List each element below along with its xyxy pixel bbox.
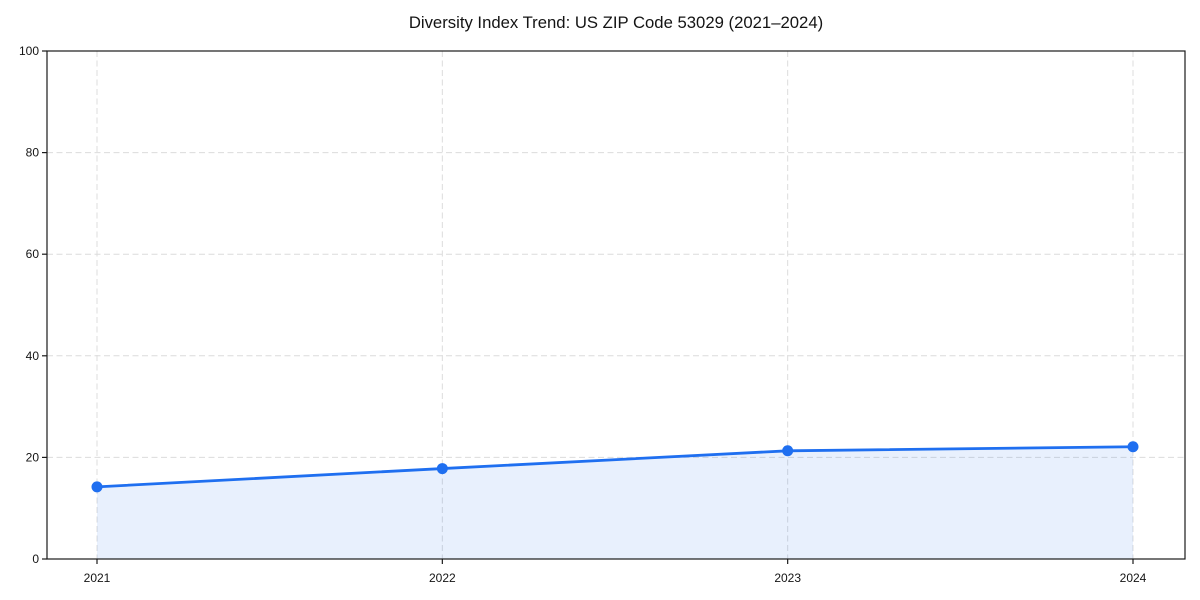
- plot-area: 0 20 40 60 80 100 2021 2022 2023 2024: [19, 44, 1186, 585]
- data-point-2023: [782, 445, 794, 457]
- y-tick-label-60: 60: [26, 247, 40, 261]
- trend-line: [95, 445, 1135, 489]
- y-tick-label-100: 100: [19, 44, 39, 58]
- data-point-2021: [91, 481, 103, 493]
- area-fill: [97, 446, 1133, 559]
- y-tick-label-0: 0: [32, 552, 39, 566]
- x-tick-label-2023: 2023: [774, 571, 801, 585]
- y-tick-label-20: 20: [26, 450, 40, 464]
- y-tick-label-40: 40: [26, 349, 40, 363]
- x-tick-label-2021: 2021: [84, 571, 111, 585]
- data-point-2024: [1127, 441, 1139, 453]
- y-tick-label-80: 80: [26, 146, 40, 160]
- chart-title: Diversity Index Trend: US ZIP Code 53029…: [409, 13, 823, 32]
- data-point-2022: [436, 463, 448, 475]
- x-tick-label-2022: 2022: [429, 571, 456, 585]
- x-tick-label-2024: 2024: [1120, 571, 1147, 585]
- plot-border: [46, 50, 1186, 560]
